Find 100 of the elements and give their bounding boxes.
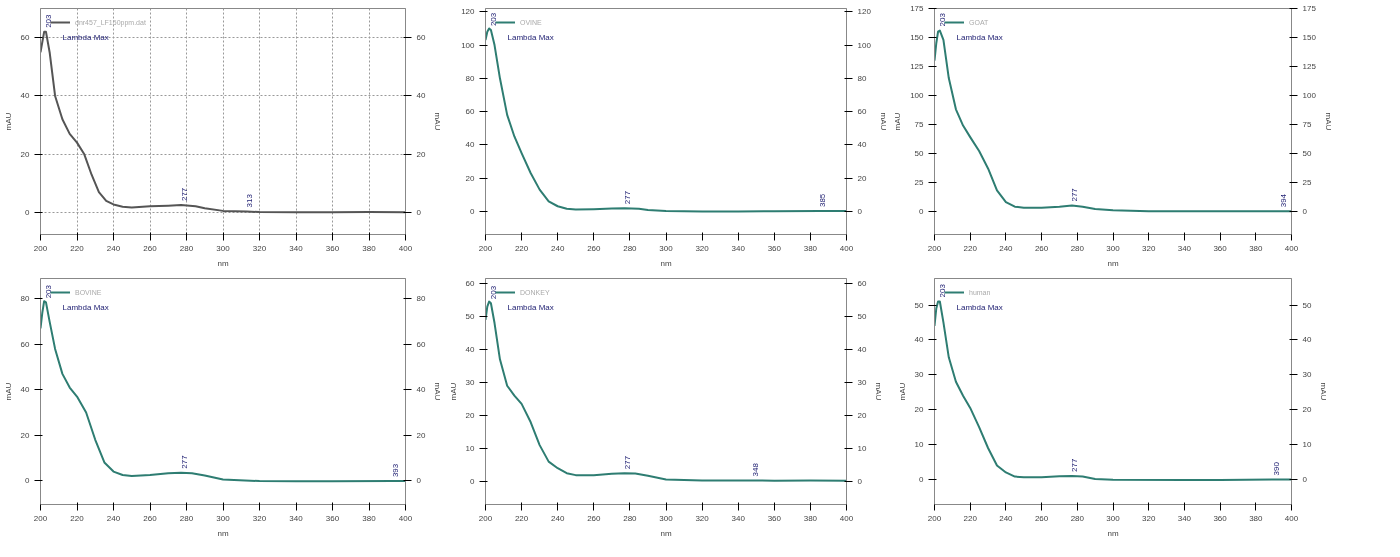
x-tick-label: 280 <box>623 513 638 523</box>
y-tick-label: 100 <box>910 90 925 100</box>
x-tick-label: 320 <box>252 243 267 253</box>
x-tick-label: 220 <box>963 513 978 523</box>
y2-tick-label: 60 <box>416 339 426 349</box>
x-tick-label: 200 <box>927 513 942 523</box>
x-tick-label: 280 <box>1070 513 1085 523</box>
annotation: 203 <box>938 283 948 298</box>
x-tick-label: 320 <box>695 513 710 523</box>
x-tick-label: 240 <box>551 243 565 253</box>
x-tick-label: 360 <box>767 513 782 523</box>
y-tick-label: 80 <box>20 294 31 304</box>
y2-tick-label: 40 <box>416 385 426 395</box>
y-tick-label: 150 <box>910 32 925 42</box>
x-axis-title: nm <box>660 528 672 538</box>
y2-tick-label: 0 <box>1302 206 1308 216</box>
y-tick-label: 20 <box>20 149 31 159</box>
annotation: 203 <box>489 12 499 27</box>
x-tick-label: 300 <box>659 243 674 253</box>
x-tick-label: 240 <box>999 513 1014 523</box>
annotation: 277 <box>1070 458 1080 472</box>
y2-tick-label: 10 <box>857 443 867 453</box>
x-tick-label: 260 <box>587 513 602 523</box>
x-tick-label: 380 <box>362 513 377 523</box>
y2-tick-label: 0 <box>416 476 422 486</box>
x-tick-label: 400 <box>398 513 413 523</box>
x-tick-label: 340 <box>1177 513 1192 523</box>
x-tick-label: 240 <box>106 513 121 523</box>
y2-tick-label: 175 <box>1302 4 1317 13</box>
x-tick-label: 280 <box>179 243 194 253</box>
x-tick-label: 260 <box>143 243 158 253</box>
y2-tick-label: 100 <box>857 40 872 50</box>
y-tick-label: 40 <box>914 335 925 345</box>
y2-tick-label: 0 <box>1302 474 1308 484</box>
y-tick-label: 40 <box>465 140 476 150</box>
y2-tick-label: 125 <box>1302 61 1317 71</box>
x-tick-label: 380 <box>803 243 818 253</box>
x-tick-label: 200 <box>478 243 493 253</box>
x-axis-title: nm <box>660 258 672 268</box>
x-tick-label: 300 <box>1106 513 1121 523</box>
annotation: Lambda Max <box>507 303 554 313</box>
annotation: 313 <box>245 193 255 208</box>
y-axis-title: mAU <box>3 382 13 401</box>
y-tick-label: 20 <box>465 410 476 420</box>
y-tick-label: 0 <box>919 206 925 216</box>
y-axis-title: mAU <box>3 112 13 131</box>
x-tick-label: 260 <box>1034 513 1049 523</box>
annotation: Lambda Max <box>507 33 554 43</box>
x-tick-label: 380 <box>362 243 377 253</box>
x-tick-label: 280 <box>623 243 638 253</box>
y-tick-label: 80 <box>465 73 476 83</box>
x-axis-title: nm <box>217 528 229 538</box>
annotation: Lambda Max <box>62 303 109 313</box>
annotation: 390 <box>1272 461 1282 476</box>
y2-tick-label: 25 <box>1302 177 1312 187</box>
x-tick-label: 340 <box>1177 243 1192 253</box>
x-axis-title: nm <box>1107 528 1119 538</box>
x-tick-label: 300 <box>1106 243 1121 253</box>
x-tick-label: 240 <box>999 243 1014 253</box>
y2-tick-label: 40 <box>1302 335 1312 345</box>
y-tick-label: 125 <box>910 61 925 71</box>
x-tick-label: 200 <box>33 513 48 523</box>
y-tick-label: 120 <box>461 7 476 17</box>
y-tick-label: 50 <box>914 300 925 310</box>
y2-tick-label: 20 <box>857 410 867 420</box>
y-tick-label: 40 <box>465 344 476 354</box>
y-axis-title: mAU <box>448 382 458 401</box>
y2-tick-label: 50 <box>1302 300 1312 310</box>
y2-axis-title: mAU <box>878 112 888 131</box>
y-tick-label: 10 <box>465 443 476 453</box>
annotation: 277 <box>179 187 189 202</box>
y-tick-label: 100 <box>461 40 476 50</box>
y2-tick-label: 100 <box>1302 90 1317 100</box>
y-tick-label: 10 <box>914 440 925 450</box>
y-tick-label: 0 <box>25 476 31 486</box>
x-axis-title: nm <box>1107 258 1119 268</box>
annotation: 203 <box>44 13 54 28</box>
y2-tick-label: 40 <box>857 344 867 354</box>
annotation: Lambda Max <box>956 303 1003 313</box>
y2-axis-title: mAU <box>1319 382 1329 401</box>
y-tick-label: 30 <box>914 370 925 380</box>
x-tick-label: 340 <box>731 243 746 253</box>
x-tick-label: 360 <box>325 513 340 523</box>
annotation: 394 <box>1279 193 1289 208</box>
x-tick-label: 340 <box>289 243 304 253</box>
y-tick-label: 75 <box>914 119 925 129</box>
x-tick-label: 260 <box>143 513 158 523</box>
y2-tick-label: 50 <box>857 311 867 321</box>
y-tick-label: 60 <box>465 107 476 117</box>
y2-axis-title: mAU <box>874 382 884 401</box>
y2-tick-label: 75 <box>1302 119 1312 129</box>
y2-tick-label: 80 <box>857 73 867 83</box>
x-tick-label: 200 <box>33 243 48 253</box>
x-tick-label: 360 <box>1213 513 1228 523</box>
annotation: 277 <box>622 190 632 205</box>
y2-tick-label: 50 <box>1302 148 1312 158</box>
y-tick-label: 20 <box>20 430 31 440</box>
annotation: 203 <box>489 285 499 300</box>
x-tick-label: 320 <box>695 243 710 253</box>
x-tick-label: 220 <box>70 513 85 523</box>
